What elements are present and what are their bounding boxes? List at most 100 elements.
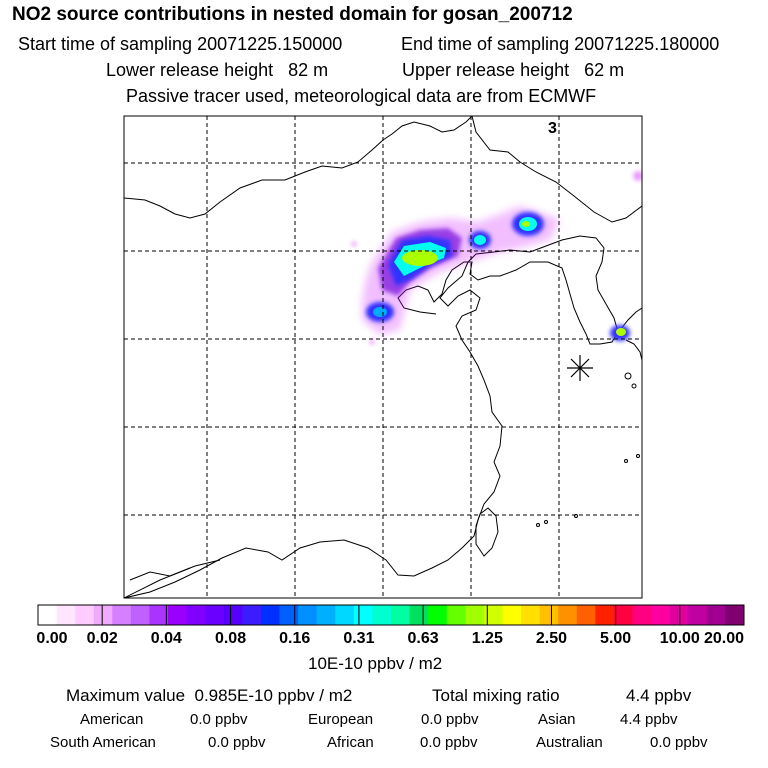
start-time: Start time of sampling 20071225.150000	[18, 34, 342, 55]
plume-patch-korea-core	[616, 328, 626, 336]
island-4	[636, 454, 640, 458]
colorbar-swatch	[465, 605, 485, 625]
colorbar-swatch	[725, 605, 745, 625]
region-name: Australian	[536, 734, 603, 751]
colorbar-tick-label: 1.25	[471, 630, 503, 647]
colorbar-swatch	[316, 605, 336, 625]
border-east	[471, 116, 642, 223]
region-value: 0.0 ppbv	[208, 734, 266, 751]
colorbar-swatch	[558, 605, 578, 625]
coastlines	[124, 116, 642, 598]
plume-patch-mid-core	[474, 235, 486, 245]
map-frame	[123, 115, 643, 599]
colorbar-swatch	[613, 605, 634, 625]
map-corner-label: 3	[548, 120, 557, 137]
island-6	[544, 520, 548, 524]
plume-speck-ne	[633, 171, 642, 181]
colorbar-swatch	[576, 605, 596, 625]
japan-kyushu	[625, 339, 642, 361]
end-time-value: 20071225.180000	[574, 34, 720, 54]
colorbar-swatch	[186, 605, 206, 625]
region-name: African	[327, 734, 374, 751]
tracer-note: Passive tracer used, meteorological data…	[126, 86, 597, 106]
lower-release-label: Lower release height	[106, 60, 274, 80]
region-name: South American	[50, 734, 156, 751]
colorbar-swatch	[260, 605, 281, 625]
region-value: 0.0 ppbv	[421, 711, 479, 728]
receptor-star-icon	[567, 355, 593, 381]
plot-title: NO2 source contributions in nested domai…	[12, 4, 573, 25]
colorbar-swatch	[298, 605, 318, 625]
colorbar-swatch	[521, 605, 541, 625]
colorbar-swatch	[56, 605, 76, 625]
concentration-plume	[351, 171, 642, 345]
plume-patch-east-center	[522, 221, 530, 227]
colorbar-tick-label: 2.50	[535, 630, 568, 647]
colorbar	[38, 605, 745, 625]
island-2	[631, 383, 637, 389]
colorbar-swatch	[632, 605, 652, 625]
lower-release-height: Lower release height 82 m	[106, 60, 328, 81]
colorbar-swatch	[502, 605, 522, 625]
colorbar-swatch	[409, 605, 429, 625]
colorbar-swatch	[391, 605, 411, 625]
grid-lines	[124, 116, 642, 598]
region-value: 0.0 ppbv	[190, 711, 248, 728]
upper-release-height: Upper release height 62 m	[402, 60, 624, 81]
start-time-value: 20071225.150000	[197, 34, 343, 54]
border-north	[124, 116, 473, 219]
maximum-label: Maximum value	[66, 686, 186, 705]
colorbar-swatch	[539, 605, 559, 625]
region-name: Asian	[538, 711, 576, 728]
colorbar-frame	[37, 604, 745, 626]
total-mixing-ratio-label: Total mixing ratio	[432, 686, 560, 705]
colorbar-swatch	[223, 605, 243, 625]
colorbar-swatch	[428, 605, 448, 625]
colorbar-swatch	[353, 605, 373, 625]
island-5	[536, 523, 540, 527]
colorbar-swatch	[446, 605, 466, 625]
colorbar-swatch	[651, 605, 671, 625]
total-mixing-ratio-value: 4.4 ppbv	[626, 686, 692, 705]
region-value: 0.0 ppbv	[420, 734, 478, 751]
colorbar-tick-label: 0.31	[343, 630, 375, 647]
colorbar-swatch	[93, 605, 113, 625]
region-name: American	[80, 711, 144, 728]
colorbar-swatch	[149, 605, 169, 625]
colorbar-swatch	[279, 605, 299, 625]
colorbar-swatch	[130, 605, 150, 625]
plume-patch-west-core	[373, 307, 387, 317]
colorbar-swatch	[706, 605, 726, 625]
colorbar-swatch	[669, 605, 689, 625]
colorbar-unit: 10E-10 ppbv / m2	[308, 654, 443, 673]
colorbar-tick-label: 20.00	[703, 630, 745, 647]
colorbar-tick-label: 5.00	[600, 630, 632, 647]
colorbar-swatch	[38, 605, 58, 625]
colorbar-swatch	[372, 605, 392, 625]
plume-core-lime	[402, 250, 438, 266]
colorbar-swatch	[75, 605, 95, 625]
colorbar-swatch	[595, 605, 615, 625]
maximum-value: Maximum value 0.985E-10 ppbv / m2	[66, 686, 352, 706]
colorbar-tick-label: 0.04	[150, 630, 182, 647]
region-value: 0.0 ppbv	[650, 734, 708, 751]
region-value: 4.4 ppbv	[620, 711, 678, 728]
colorbar-tick-label: 0.63	[407, 630, 439, 647]
inner-border-2	[129, 567, 191, 581]
colorbar-swatch	[335, 605, 355, 625]
colorbar-tick-label: 0.08	[214, 630, 247, 647]
colorbar-tick-label: 0.02	[86, 630, 118, 647]
lower-release-value: 82 m	[288, 60, 329, 80]
island-3	[624, 459, 628, 463]
end-time-label: End time of sampling	[401, 34, 570, 54]
start-time-label: Start time of sampling	[18, 34, 193, 54]
colorbar-tick-label: 10.00	[659, 630, 700, 647]
colorbar-swatch	[205, 605, 225, 625]
island-1	[624, 372, 632, 380]
end-time: End time of sampling 20071225.180000	[401, 34, 719, 55]
colorbar-swatch	[242, 605, 262, 625]
inner-border-1	[124, 559, 221, 598]
upper-release-value: 62 m	[584, 60, 625, 80]
colorbar-tick-label: 0.00	[36, 630, 68, 647]
